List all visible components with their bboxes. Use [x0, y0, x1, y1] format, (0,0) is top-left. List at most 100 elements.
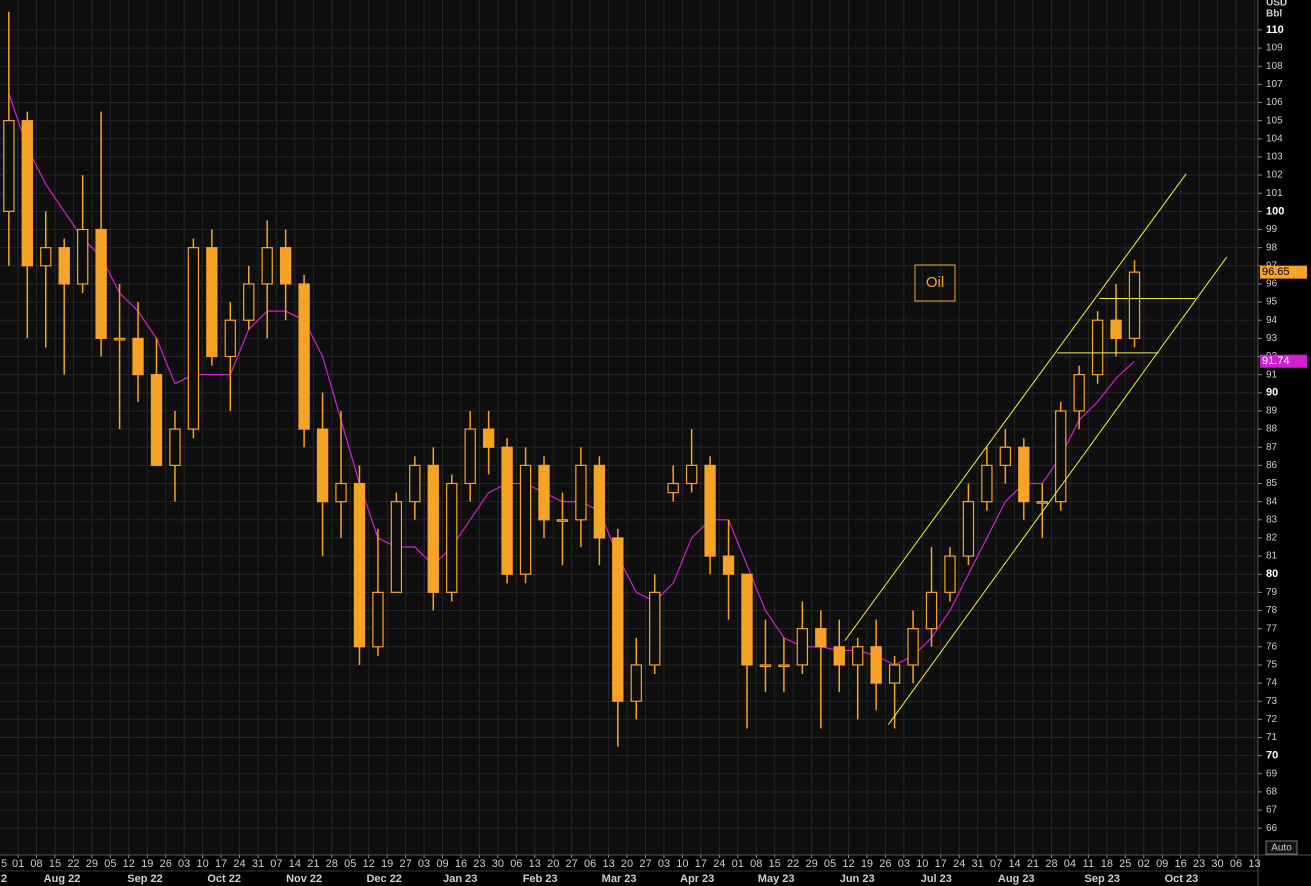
x-tick-label: 17 — [215, 858, 227, 870]
x-tick-label: 19 — [381, 858, 393, 870]
x-tick-label: 30 — [492, 858, 504, 870]
x-tick-label: 12 — [842, 858, 854, 870]
x-tick-label: 15 — [49, 858, 61, 870]
candle-body — [833, 646, 845, 666]
x-tick-label: 10 — [676, 858, 688, 870]
candle-body — [852, 646, 864, 666]
x-tick-label: 08 — [30, 858, 42, 870]
x-tick-label: 28 — [1045, 858, 1057, 870]
unit-label: USD — [1266, 0, 1287, 9]
candle-body — [187, 247, 200, 430]
x-tick-label: 06 — [1230, 858, 1242, 870]
candle-body — [556, 519, 569, 522]
month-label: Feb 23 — [523, 873, 558, 885]
candle-body — [150, 374, 163, 466]
candle-body — [999, 446, 1012, 466]
y-tick-label: 93 — [1266, 333, 1278, 344]
x-tick-label: 23 — [1193, 858, 1205, 870]
x-tick-label: 21 — [307, 858, 319, 870]
candle-body — [390, 501, 403, 593]
y-tick-label: 85 — [1266, 478, 1278, 489]
y-tick-label: 82 — [1266, 533, 1278, 544]
grid — [0, 0, 1258, 855]
x-tick-label: 13 — [529, 858, 541, 870]
plot-area — [0, 0, 1258, 855]
candle-body — [169, 428, 181, 466]
y-tick-label: 106 — [1266, 97, 1283, 108]
y-tick-label: 71 — [1266, 732, 1278, 743]
y-tick-label: 80 — [1266, 568, 1278, 580]
candle-body — [778, 664, 790, 668]
x-tick-label: 16 — [455, 858, 467, 870]
x-tick-label: 25 — [1119, 858, 1131, 870]
candle-body — [224, 319, 236, 358]
month-label: Aug 23 — [998, 873, 1035, 885]
x-tick-label: 11 — [1083, 858, 1094, 870]
candle-body — [1091, 319, 1104, 376]
month-label: Jun 23 — [840, 873, 875, 885]
candle-body — [335, 482, 347, 503]
candle-body — [630, 664, 642, 702]
x-tick-label: 10 — [196, 858, 208, 870]
month-label: Dec 22 — [366, 873, 401, 885]
candle-body — [1110, 319, 1122, 339]
title-box — [914, 264, 956, 302]
candle-body — [58, 247, 70, 285]
x-tick-label: 20 — [547, 858, 559, 870]
x-tick-label: 30 — [1211, 858, 1223, 870]
candle-body — [888, 664, 901, 684]
candle-body — [815, 628, 827, 648]
x-tick-label: 15 — [769, 858, 781, 870]
x-tick-label: 17 — [935, 858, 947, 870]
x-tick-label: 14 — [1008, 858, 1020, 870]
candle-body — [870, 646, 882, 684]
candle-body — [40, 247, 52, 267]
x-tick-label: 27 — [399, 858, 411, 870]
candle-body — [907, 628, 919, 666]
candle-body — [353, 482, 366, 648]
candle-body — [519, 464, 532, 575]
candle-body — [649, 591, 661, 666]
x-tick-label: 02 — [1138, 858, 1150, 870]
x-tick-label: 27 — [639, 858, 651, 870]
candle-body — [981, 464, 993, 503]
candle-body — [409, 464, 421, 503]
axes: 66 67 68 69 70 71 72 73 74 75 76 77 78 79 80 81 82 83 84 85… — [0, 24, 1307, 885]
x-tick-label: 08 — [750, 858, 762, 870]
candle-body — [1128, 271, 1141, 339]
x-tick-label: 06 — [510, 858, 522, 870]
candle-body — [667, 482, 679, 494]
candle-body — [316, 428, 329, 503]
y-tick-label: 94 — [1266, 315, 1278, 326]
x-tick-label: 03 — [658, 858, 670, 870]
unit-label: Bbl — [1266, 9, 1282, 20]
y-tick-label: 86 — [1266, 460, 1278, 471]
x-tick-label: 10 — [916, 858, 928, 870]
x-tick-label: 18 — [1101, 858, 1113, 870]
x-tick-label: 24 — [953, 858, 965, 870]
candle-body — [21, 120, 33, 267]
candle-body — [1073, 374, 1085, 412]
month-label: Aug 22 — [44, 873, 81, 885]
y-tick-label: 67 — [1266, 805, 1278, 816]
candle-body — [464, 428, 476, 485]
x-tick-label: 19 — [861, 858, 873, 870]
candle-body — [76, 228, 89, 285]
month-label: Jul 23 — [921, 873, 952, 885]
y-tick-label: 68 — [1266, 787, 1278, 798]
y-tick-label: 76 — [1266, 641, 1278, 652]
x-tick-label: 31 — [972, 858, 984, 870]
x-tick-label: 13 — [1248, 858, 1260, 870]
x-tick-label: 01 — [12, 858, 24, 870]
value-badge — [1260, 265, 1307, 279]
x-tick-label: 05 — [104, 858, 116, 870]
candle-body — [113, 337, 126, 341]
autoscale-button[interactable] — [1265, 840, 1298, 855]
autoscale-label[interactable]: Auto — [1271, 843, 1292, 854]
y-tick-label: 104 — [1266, 133, 1283, 144]
y-tick-label: 81 — [1266, 551, 1278, 562]
y-tick-label: 102 — [1266, 170, 1283, 181]
x-tick-label: 17 — [695, 858, 707, 870]
y-tick-label: 101 — [1266, 188, 1283, 199]
y-tick-label: 73 — [1266, 696, 1278, 707]
